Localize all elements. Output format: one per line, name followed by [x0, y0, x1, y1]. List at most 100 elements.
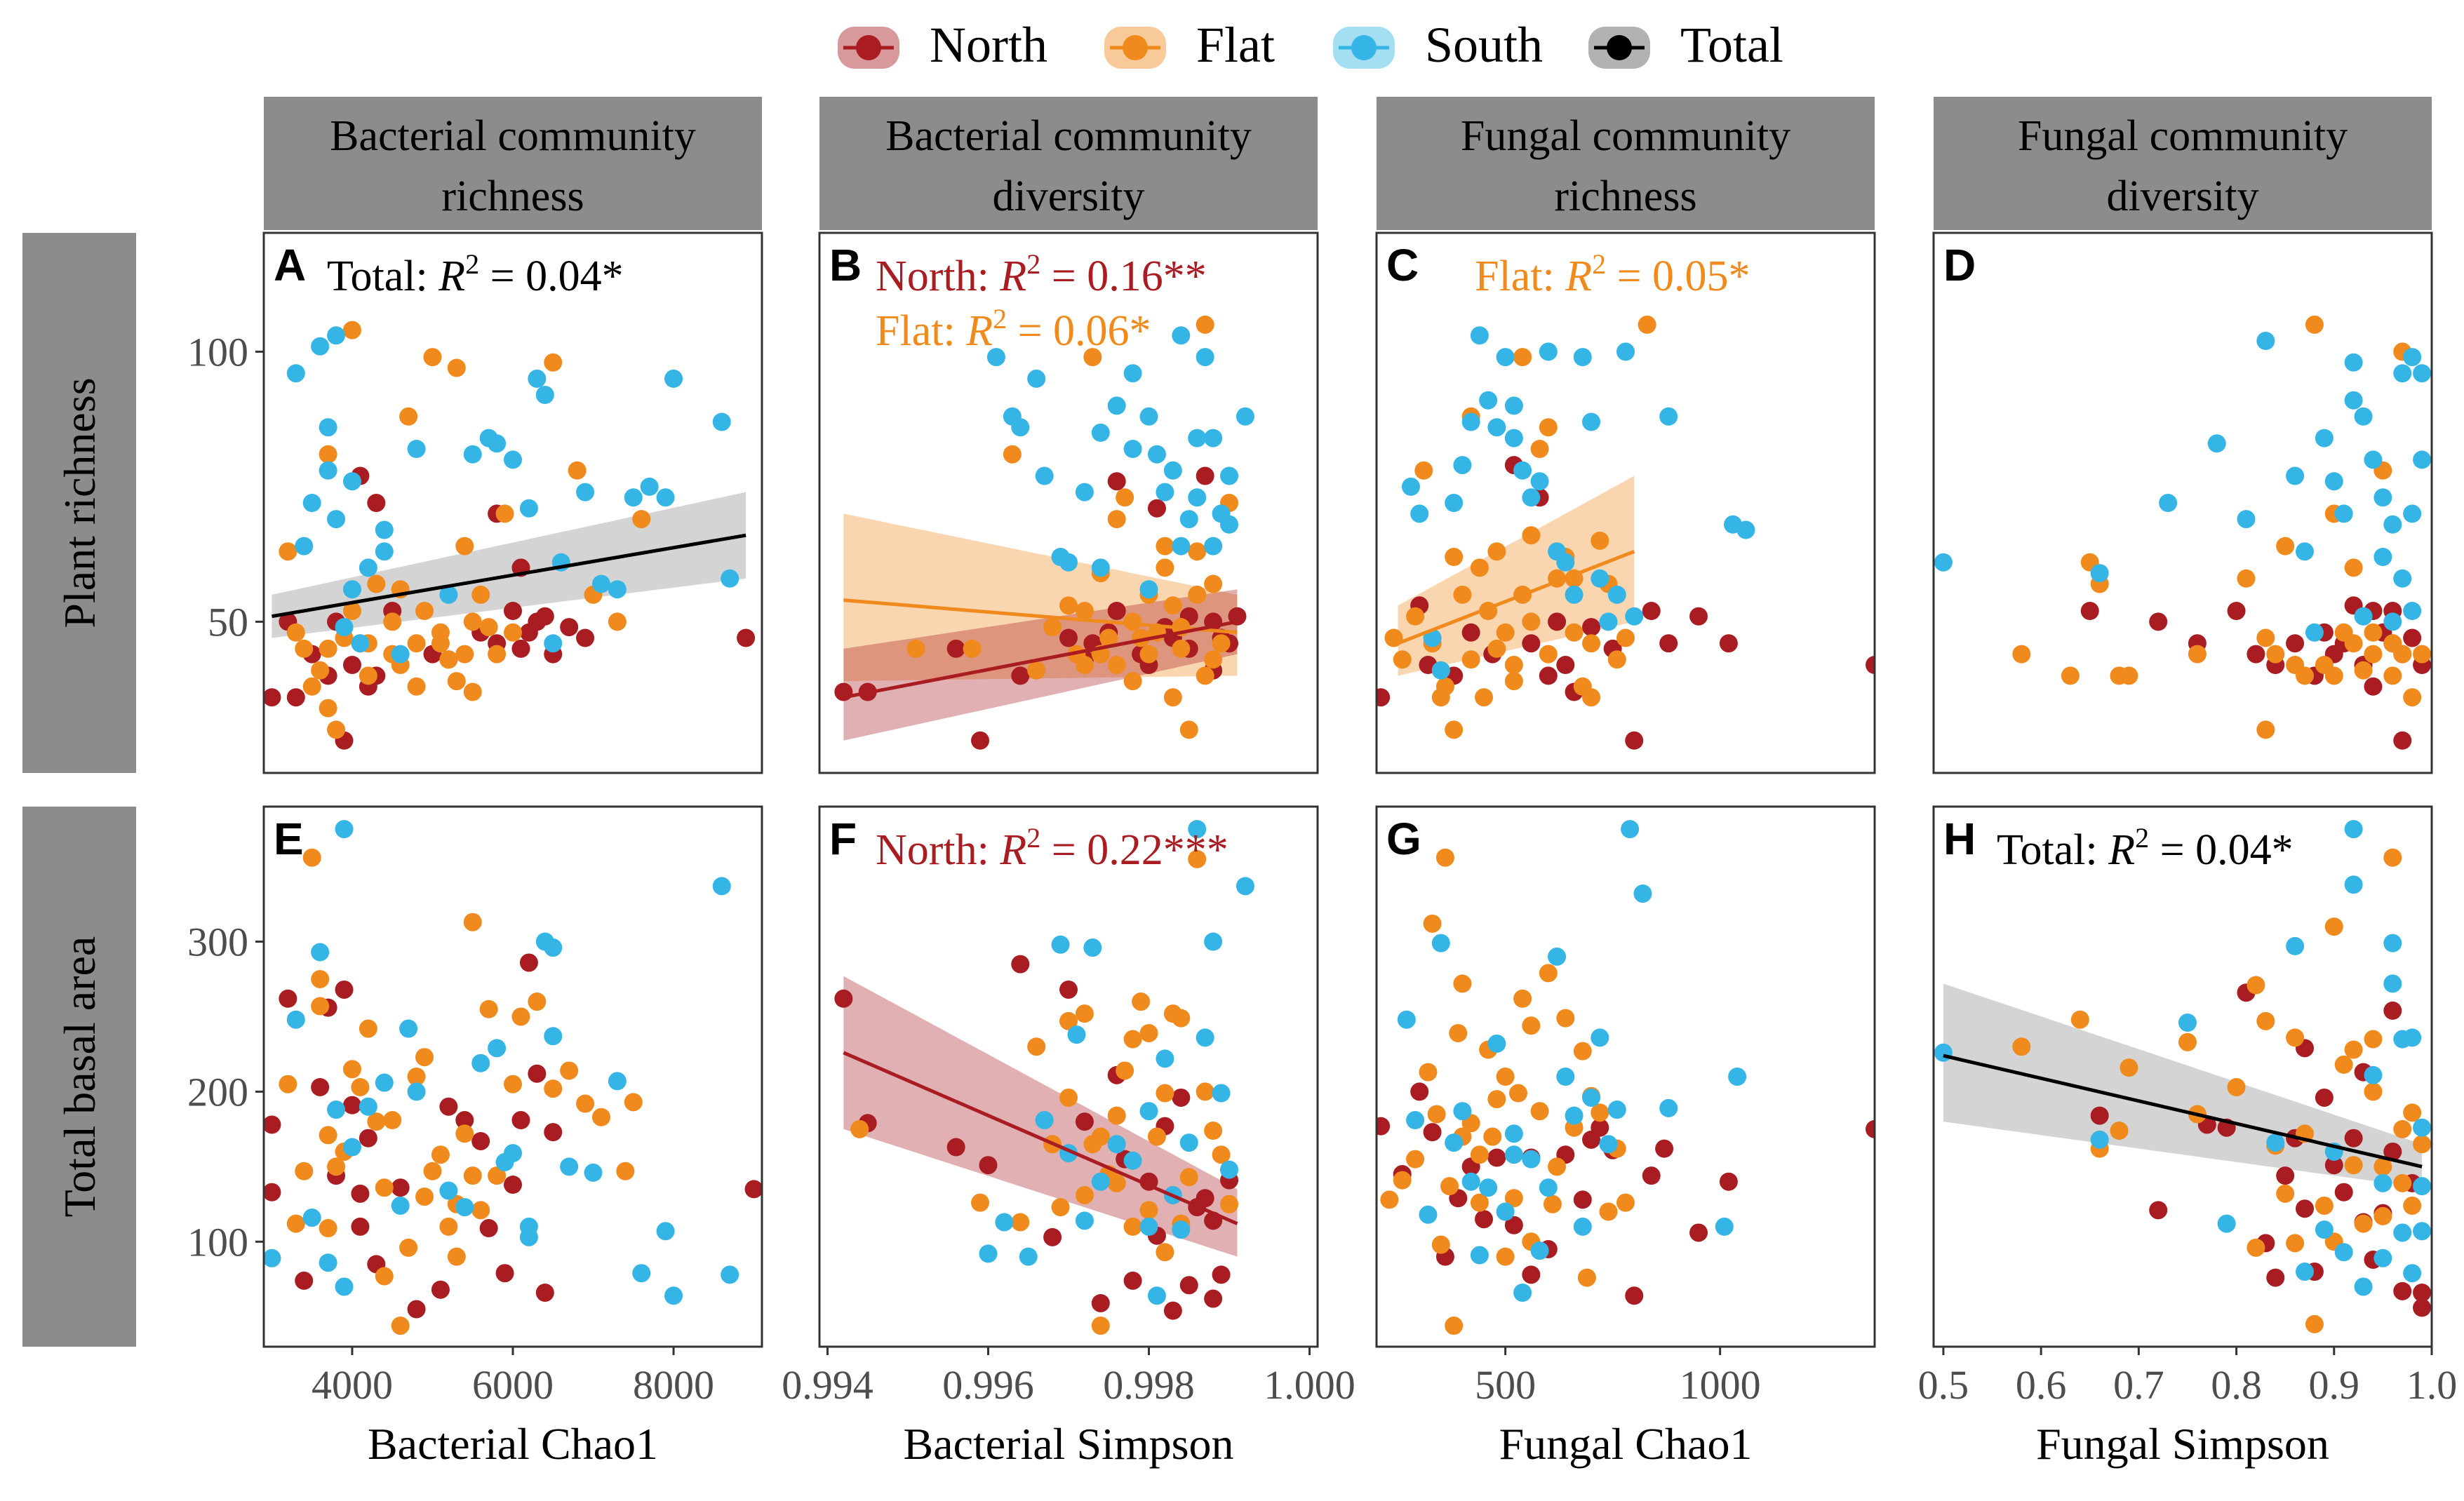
data-point-flat [415, 602, 434, 620]
annotation-value: = 0.22*** [1040, 826, 1228, 874]
data-point-flat [2324, 917, 2343, 936]
data-point-flat [1591, 531, 1609, 550]
data-point-north [504, 602, 522, 620]
data-point-south [1091, 1172, 1110, 1191]
data-point-flat [632, 510, 651, 529]
data-point-north [511, 1111, 530, 1130]
fit-line-flat [843, 598, 1238, 635]
data-point-flat [447, 1247, 466, 1266]
data-point-south [1487, 1034, 1506, 1053]
data-point-north [367, 494, 386, 512]
data-point-south [1530, 1241, 1549, 1260]
data-point-north [1689, 607, 1708, 626]
row-strip-label: Total basal area [55, 936, 105, 1218]
data-point-south [1934, 553, 1953, 572]
data-point-flat [2393, 1173, 2412, 1192]
data-point-south [1172, 537, 1191, 556]
data-point-south [1496, 1202, 1515, 1221]
data-point-flat [1188, 585, 1207, 604]
data-point-south [1139, 1102, 1158, 1121]
panel-letter: G [1386, 814, 1421, 864]
data-point-flat [1123, 1030, 1142, 1049]
r2-annotation-total: Total: R2 = 0.04* [327, 248, 624, 300]
annotation-value: = 0.04* [2149, 826, 2293, 874]
data-point-south [463, 445, 482, 464]
data-point-flat [1123, 612, 1142, 631]
data-point-south [1621, 820, 1640, 839]
data-point-flat [1059, 1011, 1078, 1030]
data-point-south [327, 1100, 346, 1119]
legend-item-total: Total [1588, 17, 1783, 73]
strip-label: Fungal community [2018, 112, 2348, 160]
data-point-north [1212, 1265, 1231, 1284]
data-point-south [2090, 564, 2109, 583]
data-point-flat [399, 407, 418, 426]
data-point-flat [431, 1145, 450, 1164]
data-point-south [1204, 932, 1223, 951]
data-point-south [286, 364, 305, 383]
data-point-south [624, 488, 643, 507]
data-point-south [519, 1217, 538, 1236]
data-point-flat [399, 1238, 418, 1257]
data-point-flat [1419, 1063, 1438, 1082]
x-tick-label: 0.7 [2113, 1362, 2164, 1408]
data-point-flat [463, 682, 482, 701]
data-point-south [1659, 407, 1678, 426]
data-point-south [391, 1196, 410, 1215]
data-point-flat [447, 672, 466, 691]
data-point-flat [1091, 1127, 1110, 1146]
data-point-south [1453, 1102, 1472, 1121]
data-point-flat [511, 1007, 530, 1026]
data-point-south [2373, 548, 2392, 566]
data-point-flat [544, 353, 563, 372]
data-point-flat [504, 1075, 522, 1093]
data-point-flat [2012, 645, 2031, 664]
data-point-north [834, 989, 853, 1008]
data-point-flat [415, 1048, 434, 1067]
data-point-north [2247, 645, 2265, 664]
data-point-flat [1163, 688, 1182, 707]
x-tick-label: 1.000 [1264, 1362, 1355, 1408]
data-point-flat [850, 1119, 869, 1138]
data-point-flat [2315, 1196, 2334, 1215]
data-point-flat [1470, 1193, 1489, 1212]
data-point-south [1715, 1217, 1734, 1236]
data-point-south [1736, 520, 1755, 539]
data-point-south [721, 569, 739, 588]
data-point-north [979, 1156, 998, 1175]
data-point-flat [2373, 1157, 2392, 1176]
annotation-superscript: 2 [1026, 822, 1040, 854]
data-point-south [1496, 348, 1515, 367]
data-point-flat [1591, 1103, 1609, 1122]
data-point-north [1059, 628, 1078, 647]
data-point-flat [1139, 1201, 1158, 1220]
data-point-flat [1027, 661, 1046, 680]
data-point-flat [1107, 510, 1126, 529]
data-point-flat [624, 1093, 643, 1112]
data-point-south [632, 1264, 651, 1283]
data-point-south [2413, 450, 2432, 469]
data-point-flat [431, 634, 450, 653]
data-point-flat [1380, 1190, 1399, 1209]
legend-key-point [856, 35, 881, 60]
data-point-flat [1406, 1150, 1425, 1169]
data-point-south [664, 369, 683, 388]
data-point-north [2315, 1088, 2334, 1107]
data-point-flat [1051, 1198, 1070, 1217]
data-point-flat [1496, 1068, 1515, 1086]
data-point-flat [471, 1201, 490, 1220]
data-point-flat [2256, 720, 2275, 739]
data-point-flat [1475, 688, 1494, 707]
panel-letter: F [829, 814, 857, 864]
data-point-north [2413, 1284, 2432, 1302]
data-point-south [2403, 1264, 2422, 1283]
legend-key-point [1351, 35, 1377, 60]
data-point-north [1556, 656, 1575, 674]
data-point-north [1196, 466, 1214, 485]
panel-border [1375, 231, 1876, 774]
y-tick-label: 50 [208, 599, 248, 645]
data-point-south [2413, 1177, 2432, 1196]
data-point-south [327, 326, 346, 345]
data-point-north [1107, 472, 1126, 491]
